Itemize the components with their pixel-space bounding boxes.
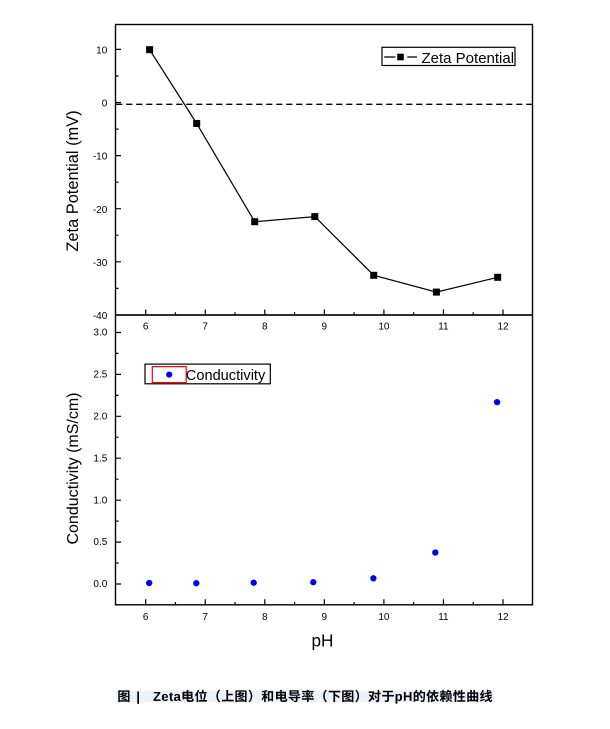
svg-text:6: 6 [143,321,149,332]
svg-text:0: 0 [102,99,108,110]
svg-text:2.0: 2.0 [93,411,107,422]
svg-text:-30: -30 [93,258,108,269]
svg-text:12: 12 [497,321,509,332]
svg-text:9: 9 [322,612,328,623]
svg-text:1.0: 1.0 [93,495,107,506]
svg-text:10: 10 [378,321,390,332]
svg-text:0.5: 0.5 [93,537,107,548]
svg-text:Conductivity (mS/cm): Conductivity (mS/cm) [65,392,82,544]
svg-text:11: 11 [438,612,449,623]
svg-text:3.0: 3.0 [93,328,107,339]
svg-text:0.0: 0.0 [93,579,107,590]
svg-text:10: 10 [378,612,390,623]
svg-text:7: 7 [202,321,208,332]
svg-text:-10: -10 [93,152,108,163]
svg-text:6: 6 [143,612,149,623]
svg-text:12: 12 [497,612,509,623]
svg-text:8: 8 [262,321,268,332]
svg-text:2.5: 2.5 [93,370,107,381]
svg-text:pH: pH [312,630,334,650]
svg-text:8: 8 [262,612,268,623]
svg-text:Conductivity: Conductivity [186,368,266,384]
svg-text:-20: -20 [93,205,108,216]
svg-text:10: 10 [96,46,108,57]
svg-text:9: 9 [322,321,328,332]
svg-text:Zeta Potential: Zeta Potential [422,50,515,67]
svg-text:Zeta Potential (mV): Zeta Potential (mV) [64,110,82,251]
svg-text:7: 7 [202,612,208,623]
svg-text:1.5: 1.5 [93,453,107,464]
svg-text:-40: -40 [93,311,108,322]
svg-text:11: 11 [438,321,449,332]
